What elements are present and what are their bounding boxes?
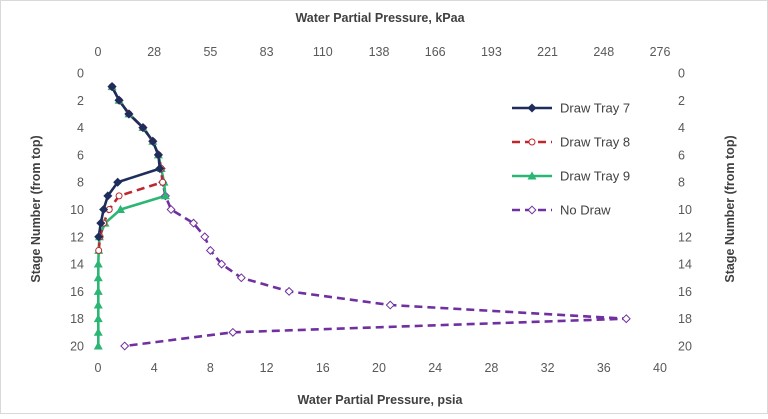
data-point-no-draw	[189, 218, 199, 228]
data-point-draw-tray-9	[116, 204, 125, 213]
x-tick-label: 20	[372, 361, 386, 375]
data-point-draw-tray-9	[93, 259, 103, 268]
y-tick-label: 18	[70, 312, 84, 326]
data-point-draw-tray-9	[93, 327, 103, 336]
y2-tick-label: 18	[678, 312, 692, 326]
x2-tick-label: 248	[593, 45, 614, 59]
data-point-draw-tray-9	[160, 191, 170, 200]
x2-tick-label: 166	[425, 45, 446, 59]
data-point-no-draw	[205, 245, 215, 255]
data-point-draw-tray-7	[94, 232, 104, 242]
y2-tick-label: 8	[678, 176, 685, 190]
data-point-draw-tray-7	[138, 123, 148, 133]
data-point-no-draw	[200, 232, 210, 242]
data-point-draw-tray-9	[93, 273, 103, 282]
y2-tick-label: 0	[678, 67, 685, 81]
data-point-no-draw	[166, 204, 176, 215]
data-point-draw-tray-8	[159, 178, 167, 186]
data-point-draw-tray-7	[99, 204, 109, 215]
x-tick-label: 24	[428, 361, 442, 375]
y2-tick-label: 20	[678, 340, 692, 354]
y2-axis-title: Stage Number (from top)	[723, 135, 737, 282]
data-point-draw-tray-7	[124, 109, 134, 119]
y-tick-label: 6	[77, 148, 84, 162]
x2-tick-label: 110	[313, 45, 333, 59]
y-tick-label: 8	[77, 176, 84, 190]
legend-marker	[527, 103, 537, 113]
data-point-draw-tray-9	[93, 341, 103, 350]
data-point-no-draw	[120, 341, 130, 351]
y2-tick-label: 12	[678, 230, 692, 244]
x-tick-label: 0	[95, 361, 102, 375]
legend-label: No Draw	[560, 203, 611, 218]
y-tick-label: 10	[70, 203, 84, 217]
y2-tick-label: 4	[678, 121, 685, 135]
y-axis-title: Stage Number (from top)	[29, 135, 43, 282]
x2-tick-label: 28	[147, 45, 161, 59]
data-point-draw-tray-8	[115, 192, 123, 200]
legend-label: Draw Tray 9	[560, 169, 630, 184]
y-tick-label: 16	[70, 285, 84, 299]
y2-tick-label: 16	[678, 285, 692, 299]
x2-tick-label: 55	[203, 45, 217, 59]
data-point-draw-tray-8	[95, 246, 103, 254]
axes-group: 0 4 8 12 16 20 24 28 32 36 400 28 55 83 110 138 166 193 22…	[70, 45, 692, 375]
data-point-draw-tray-7	[114, 95, 124, 105]
y-tick-label: 20	[70, 340, 84, 354]
x-tick-label: 8	[207, 361, 214, 375]
data-point-no-draw	[284, 286, 294, 296]
x2-tick-label: 138	[369, 45, 390, 59]
y2-tick-label: 10	[678, 203, 692, 217]
legend-marker	[527, 171, 537, 180]
data-point-draw-tray-7	[96, 218, 106, 228]
data-point-draw-tray-7	[113, 177, 123, 187]
x-tick-label: 12	[260, 361, 274, 375]
data-point-draw-tray-9	[93, 314, 103, 323]
data-point-draw-tray-7	[153, 150, 163, 160]
data-point-draw-tray-9	[93, 286, 103, 295]
y-tick-label: 12	[70, 230, 84, 244]
x-axis-title: Water Partial Pressure, psia	[298, 393, 464, 407]
y2-tick-label: 14	[678, 258, 692, 272]
x2-tick-label: 0	[95, 45, 102, 59]
data-point-draw-tray-7	[107, 82, 117, 92]
x2-tick-label: 276	[650, 45, 671, 59]
x2-tick-label: 221	[537, 45, 558, 59]
data-point-no-draw	[385, 300, 395, 310]
y-tick-label: 0	[77, 67, 84, 81]
x-tick-label: 40	[653, 361, 667, 375]
data-point-draw-tray-9	[93, 300, 103, 309]
data-point-no-draw	[217, 259, 227, 269]
x-tick-label: 32	[541, 361, 555, 375]
data-point-draw-tray-7	[148, 136, 158, 146]
legend-label: Draw Tray 7	[560, 101, 630, 116]
x-tick-label: 4	[151, 361, 158, 375]
data-point-no-draw	[228, 327, 238, 337]
x2-tick-label: 83	[260, 45, 274, 59]
legend-marker	[527, 205, 537, 215]
data-point-no-draw	[621, 314, 631, 324]
y-tick-label: 14	[70, 258, 84, 272]
y-tick-label: 4	[77, 121, 84, 135]
data-point-draw-tray-7	[155, 164, 165, 174]
x2-tick-label: 193	[481, 45, 502, 59]
x2-axis-title: Water Partial Pressure, kPaa	[295, 11, 465, 25]
series-markers-group	[93, 82, 631, 351]
legend-label: Draw Tray 8	[560, 135, 630, 150]
data-point-draw-tray-7	[103, 191, 113, 201]
x-tick-label: 16	[316, 361, 330, 375]
x-tick-label: 28	[484, 361, 498, 375]
data-point-no-draw	[236, 273, 246, 283]
x-tick-label: 36	[597, 361, 611, 375]
legend-marker	[528, 138, 536, 146]
y2-tick-label: 6	[678, 148, 685, 162]
y-tick-label: 2	[77, 94, 84, 108]
y2-tick-label: 2	[678, 94, 685, 108]
legend: Draw Tray 7 Draw Tray 8 Draw Tray 9 No Draw	[512, 101, 630, 218]
